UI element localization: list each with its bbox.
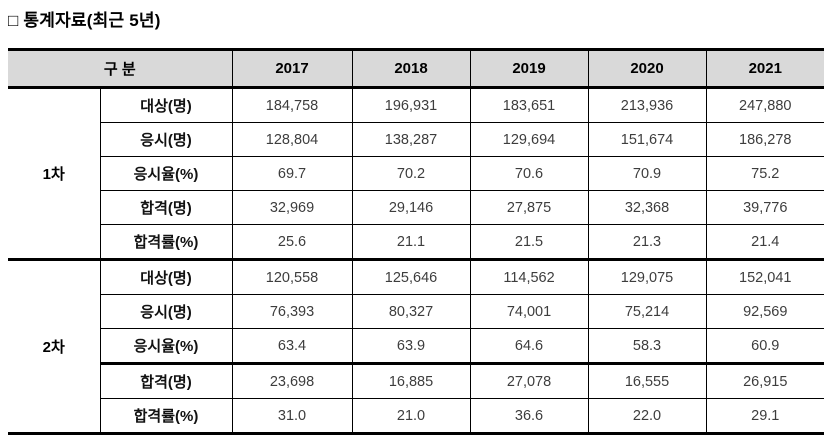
value-cell: 128,804 [231,122,353,157]
value-cell: 138,287 [351,122,471,157]
row-label: 합격(명) [99,190,233,225]
table-row: 응시(명) 76,393 80,327 74,001 75,214 92,569 [8,294,824,329]
value-cell: 16,555 [587,362,707,399]
header-row: 구 분 2017 2018 2019 2020 2021 [8,49,824,89]
statistics-table: 구 분 2017 2018 2019 2020 2021 1차 대상(명) 18… [8,48,824,435]
table-body: 1차 대상(명) 184,758 196,931 183,651 213,936… [8,87,824,434]
row-label: 응시율(%) [99,328,233,364]
value-cell: 27,078 [469,362,589,399]
value-cell: 129,075 [587,258,707,295]
row-label: 대상(명) [99,258,233,295]
value-cell: 70.9 [587,156,707,191]
value-cell: 125,646 [351,258,471,295]
header-corner: 구 분 [8,49,233,89]
value-cell: 129,694 [469,122,589,157]
value-cell: 152,041 [705,258,824,295]
value-cell: 74,001 [469,294,589,329]
value-cell: 21.5 [469,224,589,260]
year-header-2017: 2017 [231,49,353,89]
value-cell: 21.4 [705,224,824,260]
value-cell: 183,651 [469,87,589,123]
value-cell: 75.2 [705,156,824,191]
value-cell: 21.0 [351,398,471,434]
value-cell: 21.1 [351,224,471,260]
value-cell: 29.1 [705,398,824,434]
value-cell: 70.6 [469,156,589,191]
row-label: 응시(명) [99,294,233,329]
year-header-2018: 2018 [351,49,471,89]
value-cell: 29,146 [351,190,471,225]
year-header-2019: 2019 [469,49,589,89]
table-row: 합격률(%) 31.0 21.0 36.6 22.0 29.1 [8,398,824,434]
value-cell: 69.7 [231,156,353,191]
value-cell: 186,278 [705,122,824,157]
year-header-2020: 2020 [587,49,707,89]
value-cell: 196,931 [351,87,471,123]
value-cell: 27,875 [469,190,589,225]
value-cell: 39,776 [705,190,824,225]
value-cell: 22.0 [587,398,707,434]
value-cell: 184,758 [231,87,353,123]
value-cell: 26,915 [705,362,824,399]
table-row: 응시(명) 128,804 138,287 129,694 151,674 18… [8,122,824,157]
value-cell: 63.9 [351,328,471,364]
row-label: 응시(명) [99,122,233,157]
table-row: 합격률(%) 25.6 21.1 21.5 21.3 21.4 [8,224,824,260]
table-header: 구 분 2017 2018 2019 2020 2021 [8,49,824,89]
value-cell: 247,880 [705,87,824,123]
table-row: 1차 대상(명) 184,758 196,931 183,651 213,936… [8,87,824,260]
value-cell: 80,327 [351,294,471,329]
group-label-round1: 1차 [8,87,101,260]
row-label: 합격(명) [99,362,233,399]
value-cell: 32,969 [231,190,353,225]
table-row: 응시율(%) 63.4 63.9 64.6 58.3 60.9 [8,328,824,364]
value-cell: 75,214 [587,294,707,329]
table-row: 2차 대상(명) 120,558 125,646 114,562 129,075… [8,258,824,434]
value-cell: 25.6 [231,224,353,260]
table-row: 응시율(%) 69.7 70.2 70.6 70.9 75.2 [8,156,824,191]
section-title: □ 통계자료(최근 5년) [8,11,161,30]
value-cell: 151,674 [587,122,707,157]
value-cell: 120,558 [231,258,353,295]
value-cell: 76,393 [231,294,353,329]
value-cell: 36.6 [469,398,589,434]
year-header-2021: 2021 [705,49,824,89]
value-cell: 64.6 [469,328,589,364]
value-cell: 213,936 [587,87,707,123]
value-cell: 114,562 [469,258,589,295]
value-cell: 21.3 [587,224,707,260]
row-label: 합격률(%) [99,398,233,434]
value-cell: 60.9 [705,328,824,364]
value-cell: 63.4 [231,328,353,364]
value-cell: 58.3 [587,328,707,364]
table-row: 합격(명) 32,969 29,146 27,875 32,368 39,776 [8,190,824,225]
value-cell: 31.0 [231,398,353,434]
table-row: 합격(명) 23,698 16,885 27,078 16,555 26,915 [8,362,824,399]
row-label: 응시율(%) [99,156,233,191]
row-label: 합격률(%) [99,224,233,260]
value-cell: 16,885 [351,362,471,399]
value-cell: 92,569 [705,294,824,329]
row-label: 대상(명) [99,87,233,123]
value-cell: 23,698 [231,362,353,399]
value-cell: 70.2 [351,156,471,191]
value-cell: 32,368 [587,190,707,225]
group-label-round2: 2차 [8,258,101,434]
